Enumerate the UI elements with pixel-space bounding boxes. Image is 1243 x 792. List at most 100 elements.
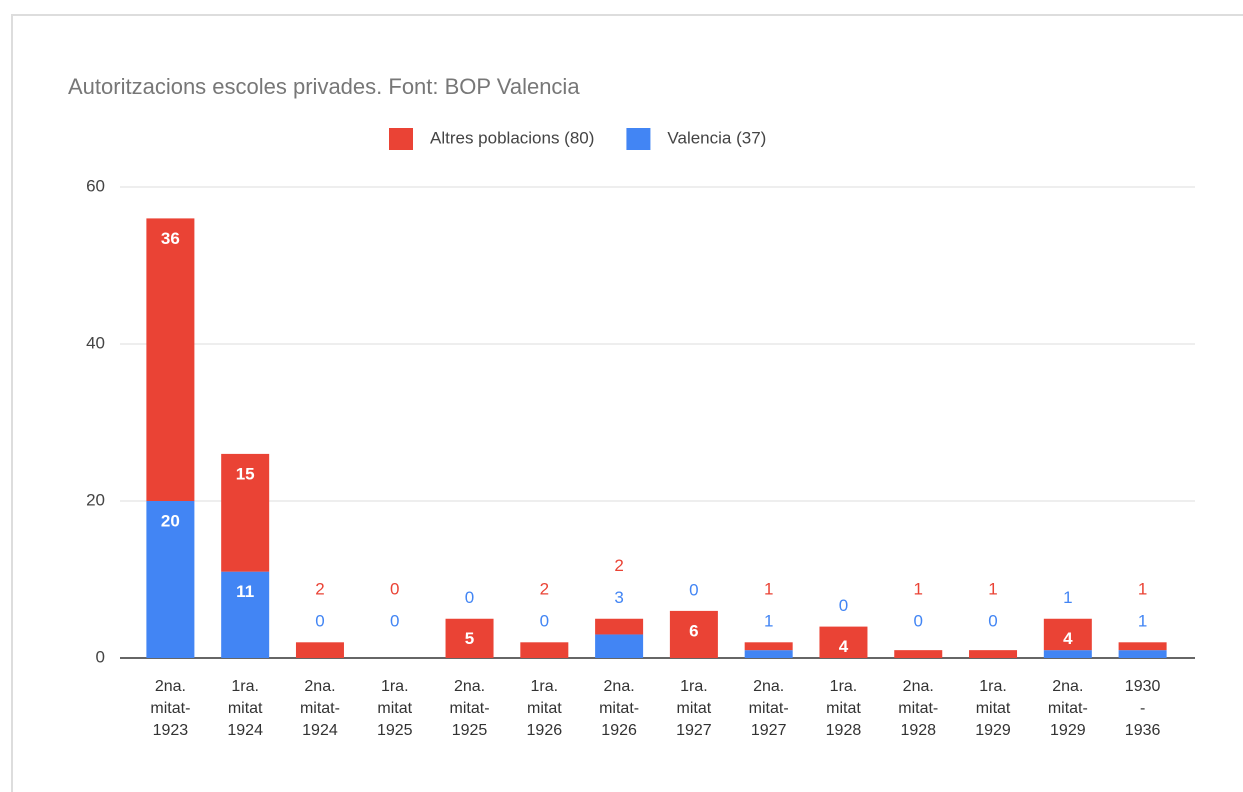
x-tick-line: mitat- [450, 700, 490, 717]
x-tick-line: 1ra. [680, 678, 708, 695]
legend-label: Altres poblacions (80) [430, 128, 594, 147]
data-label: 1 [1138, 579, 1147, 598]
x-tick-line: mitat- [1048, 700, 1088, 717]
bar-segment [744, 650, 793, 658]
x-tick-line: 1ra. [979, 678, 1007, 695]
x-tick-line: 1929 [1050, 722, 1086, 739]
data-label: 0 [390, 579, 399, 598]
data-label: 0 [689, 580, 698, 599]
data-label: 6 [689, 621, 698, 640]
x-tick-line: 1924 [227, 722, 263, 739]
x-tick-line: 2na. [604, 678, 635, 695]
x-tick-line: mitat [677, 700, 712, 717]
x-tick-line: mitat [826, 700, 861, 717]
data-label: 5 [465, 629, 474, 648]
legend-swatch [626, 128, 651, 150]
bar-segment [295, 642, 344, 658]
data-label: 3 [614, 588, 623, 607]
x-tick-line: 1925 [377, 722, 413, 739]
x-tick-line: 2na. [753, 678, 784, 695]
data-label: 4 [1063, 629, 1073, 648]
x-tick-line: mitat [527, 700, 562, 717]
x-tick-line: 1ra. [381, 678, 409, 695]
x-tick-line: - [1140, 700, 1145, 717]
x-tick-line: 1930 [1125, 678, 1161, 695]
data-label: 36 [161, 229, 180, 248]
x-tick-label: 1ra. mitat 1924 [227, 678, 263, 739]
data-label: 1 [988, 579, 997, 598]
x-tick-line: 1ra. [231, 678, 259, 695]
x-tick-line: 2na. [454, 678, 485, 695]
data-label: 15 [236, 464, 255, 483]
bar-segment [595, 634, 644, 658]
x-tick-line: mitat- [749, 700, 789, 717]
data-label: 1 [764, 611, 773, 630]
bar-segment [221, 453, 270, 572]
x-tick-line: 1928 [900, 722, 936, 739]
x-tick-label: 2na. mitat- 1925 [450, 678, 490, 739]
bar-segment [146, 501, 195, 658]
x-tick-line: 1923 [153, 722, 189, 739]
data-label: 1 [1063, 588, 1072, 607]
bar-segment [669, 610, 718, 658]
bar-segment [894, 650, 943, 658]
bar-segment [1118, 650, 1167, 658]
x-tick-label: 2na. mitat- 1924 [300, 678, 340, 739]
x-tick-line: mitat- [150, 700, 190, 717]
x-tick-line: 1925 [452, 722, 488, 739]
data-label: 1 [764, 579, 773, 598]
data-label: 0 [540, 611, 549, 630]
x-tick-label: 1ra. mitat 1926 [527, 678, 563, 739]
data-label: 4 [839, 637, 849, 656]
data-label: 11 [236, 582, 254, 601]
bar-segment [1043, 650, 1092, 658]
data-label: 0 [839, 596, 848, 615]
data-label: 1 [1138, 611, 1147, 630]
x-tick-label: 2na. mitat- 1929 [1048, 678, 1088, 739]
bar-segment [221, 571, 270, 658]
bar-segment [744, 642, 793, 651]
x-tick-line: 2na. [903, 678, 934, 695]
x-tick-line: 1ra. [830, 678, 858, 695]
x-tick-line: mitat [976, 700, 1011, 717]
x-tick-line: 1924 [302, 722, 338, 739]
data-label: 1 [914, 579, 923, 598]
x-tick-line: 2na. [304, 678, 335, 695]
y-tick-label: 40 [86, 333, 105, 352]
data-label: 2 [614, 556, 623, 575]
x-tick-label: 1ra. mitat 1927 [676, 678, 712, 739]
data-label: 0 [914, 611, 923, 630]
data-label: 0 [390, 611, 399, 630]
bar-segment [819, 626, 868, 658]
data-label: 0 [315, 611, 324, 630]
x-tick-line: 1927 [676, 722, 712, 739]
x-tick-line: 2na. [155, 678, 186, 695]
bar-segment [1043, 618, 1092, 651]
x-tick-label: 1ra. mitat 1928 [826, 678, 862, 739]
x-tick-line: mitat [377, 700, 412, 717]
x-tick-line: 1929 [975, 722, 1011, 739]
x-tick-label: 2na. mitat- 1928 [898, 678, 938, 739]
bar-segment [969, 650, 1018, 658]
data-label: 20 [161, 511, 180, 530]
y-tick-label: 60 [86, 176, 105, 195]
x-tick-line: 1928 [826, 722, 862, 739]
legend-label: Valencia (37) [667, 128, 766, 147]
x-tick-line: mitat- [898, 700, 938, 717]
x-tick-label: 1ra. mitat 1925 [377, 678, 413, 739]
x-tick-line: mitat- [300, 700, 340, 717]
x-tick-line: 2na. [1052, 678, 1083, 695]
x-tick-label: 2na. mitat- 1927 [749, 678, 789, 739]
x-tick-label: 1ra. mitat 1929 [975, 678, 1011, 739]
x-tick-label: 2na. mitat- 1923 [150, 678, 190, 739]
y-tick-label: 20 [86, 490, 105, 509]
legend-swatch [389, 128, 413, 150]
x-tick-line: mitat [228, 700, 263, 717]
bar-segment [520, 642, 569, 658]
y-tick-label: 0 [96, 647, 105, 666]
bar-segment [146, 218, 195, 501]
bar-segment [595, 618, 644, 635]
x-tick-line: 1936 [1125, 722, 1161, 739]
x-tick-line: 1926 [527, 722, 563, 739]
data-label: 2 [315, 579, 324, 598]
